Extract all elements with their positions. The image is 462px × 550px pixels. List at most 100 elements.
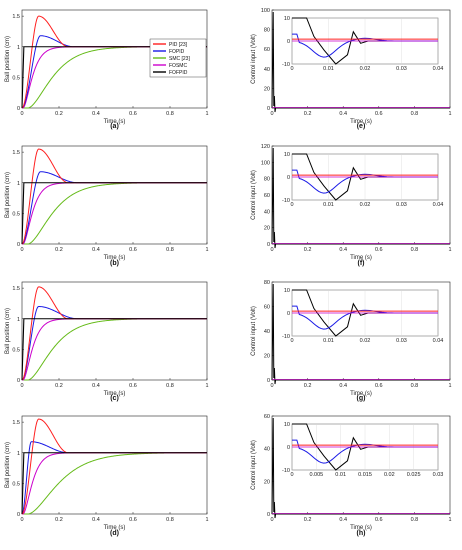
y-tick-label: 40 (264, 67, 270, 73)
x-tick-label: 0.2 (55, 517, 63, 523)
y-tick-label: 40 (264, 209, 270, 215)
inset-y-tick-label: 0 (287, 445, 290, 451)
y-tick-label: 60 (264, 47, 270, 53)
x-tick-label: 0.4 (339, 383, 347, 389)
x-tick-label: 0.8 (166, 383, 174, 389)
y-tick-label: 0 (267, 242, 270, 248)
left-panel-a: 0 0.2 0.4 0.6 0.8 1 0 0.5 1 1.5 Time (s) Ball posit… (5, 9, 209, 130)
left-panel-b: 0 0.2 0.4 0.6 0.8 1 0 0.5 1 1.5 Time (s) Ball posit… (5, 145, 209, 267)
y-tick-label: 80 (264, 177, 270, 183)
inset-x-tick-label: 0.02 (384, 472, 395, 478)
legend-label: FOPID (169, 49, 185, 55)
x-tick-label: 1 (448, 247, 451, 253)
inset-y-tick-label: -10 (282, 334, 290, 340)
plot-area (21, 145, 208, 245)
y-tick-label: 0 (267, 512, 270, 518)
x-tick-label: 0.8 (411, 517, 419, 523)
y-tick-label: 40 (264, 447, 270, 453)
x-tick-label: 0.4 (339, 111, 347, 117)
x-tick-label: 0 (270, 247, 273, 253)
y-axis-label: Ball position (cm) (5, 308, 11, 354)
x-tick-label: 0.8 (166, 517, 174, 523)
y-axis-label: Control input (Volt) (251, 170, 257, 220)
legend-label: FOFPID (169, 70, 188, 76)
inset-y-tick-label: 10 (284, 16, 290, 22)
inset-x-tick-label: 0.025 (407, 472, 421, 478)
inset-y-tick-label: 10 (284, 152, 290, 158)
inset-x-tick-label: 0 (290, 338, 293, 344)
plot-area (21, 281, 208, 381)
inset-x-tick-label: 0.03 (433, 472, 444, 478)
x-tick-label: 0 (20, 383, 23, 389)
inset-x-tick-label: 0.005 (309, 472, 323, 478)
y-tick-label: 60 (264, 193, 270, 199)
inset-x-tick-label: 0.02 (360, 66, 371, 72)
inset-x-tick-label: 0.03 (396, 202, 407, 208)
x-tick-label: 0.2 (304, 111, 312, 117)
x-axis-label: Time (s) (104, 119, 126, 125)
y-tick-label: 0 (17, 512, 20, 518)
panel-label: (e) (357, 123, 366, 130)
x-tick-label: 0.8 (411, 111, 419, 117)
x-tick-label: 1 (205, 517, 208, 523)
panel-label: (g) (357, 395, 366, 402)
y-tick-label: 20 (264, 354, 270, 360)
x-tick-label: 0 (270, 111, 273, 117)
inset-y-tick-label: 10 (284, 422, 290, 428)
x-tick-label: 1 (205, 247, 208, 253)
series-fofpid (271, 11, 450, 113)
legend-label: SMC [23] (169, 56, 190, 62)
inset-x-tick-label: 0.01 (323, 338, 334, 344)
x-tick-label: 0.2 (55, 111, 63, 117)
inset-x-tick-label: 0.01 (323, 202, 334, 208)
x-tick-label: 0.4 (339, 517, 347, 523)
y-tick-label: 1.5 (12, 286, 20, 292)
y-tick-label: 1 (17, 317, 20, 323)
x-tick-label: 0.4 (92, 247, 100, 253)
inset-series-fofpid (292, 17, 438, 65)
inset-y-tick-label: -10 (282, 468, 290, 474)
panel-label: (c) (110, 395, 119, 402)
inset-series-fofpid (292, 423, 438, 471)
y-axis-label: Control input (Volt) (251, 34, 257, 84)
x-tick-label: 0.2 (55, 247, 63, 253)
y-tick-label: 120 (261, 144, 270, 150)
y-tick-label: 20 (264, 86, 270, 92)
x-tick-label: 1 (205, 383, 208, 389)
y-tick-label: 1 (17, 451, 20, 457)
plot-area (21, 415, 208, 515)
x-tick-label: 0.6 (375, 111, 383, 117)
series-fofpid (271, 417, 450, 519)
series-fofpid (271, 283, 450, 385)
x-axis-label: Time (s) (350, 391, 372, 397)
inset-y-tick-label: 10 (284, 288, 290, 294)
y-tick-label: 1.5 (12, 14, 20, 20)
inset-x-tick-label: 0.03 (396, 338, 407, 344)
x-tick-label: 0.4 (92, 111, 100, 117)
legend-label: PID [23] (169, 42, 188, 48)
x-tick-label: 1 (205, 111, 208, 117)
x-tick-label: 0.8 (166, 111, 174, 117)
inset-series-fofpid (292, 289, 438, 337)
y-tick-label: 20 (264, 226, 270, 232)
y-tick-label: 60 (264, 305, 270, 311)
inset-x-tick-label: 0.01 (323, 66, 334, 72)
y-axis-label: Control input (Volt) (251, 440, 257, 490)
inset-x-tick-label: 0.015 (358, 472, 372, 478)
x-tick-label: 0.6 (129, 247, 137, 253)
y-tick-label: 20 (264, 479, 270, 485)
inset-x-tick-label: 0.01 (335, 472, 346, 478)
left-panel-c: 0 0.2 0.4 0.6 0.8 1 0 0.5 1 1.5 Time (s) Ball posit… (5, 281, 209, 402)
x-tick-label: 1 (448, 383, 451, 389)
x-tick-label: 0.4 (339, 247, 347, 253)
y-tick-label: 1.5 (12, 150, 20, 156)
inset-y-tick-label: -10 (282, 62, 290, 68)
x-tick-label: 0 (20, 247, 23, 253)
inset-y-tick-label: 0 (287, 39, 290, 45)
x-axis-label: Time (s) (350, 525, 372, 531)
y-tick-label: 40 (264, 329, 270, 335)
y-tick-label: 0.5 (12, 347, 20, 353)
